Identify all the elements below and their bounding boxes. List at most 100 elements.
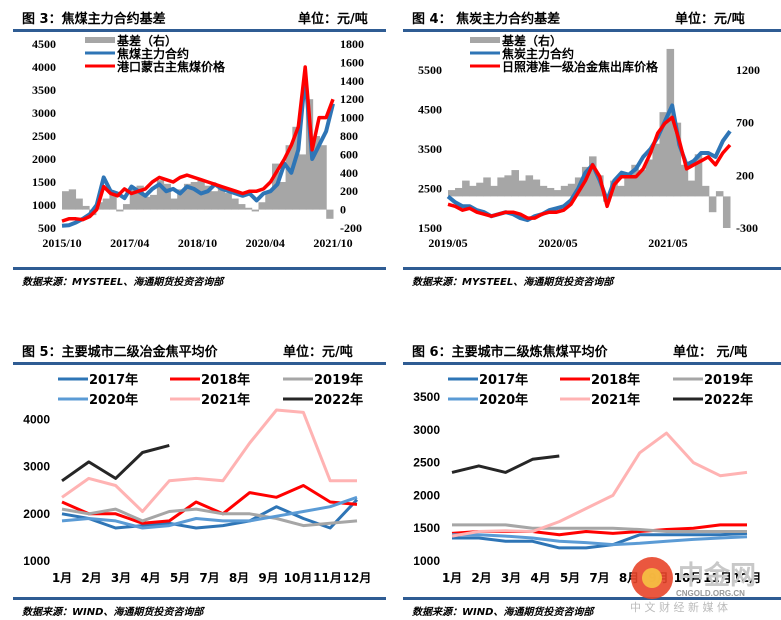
- basis-bar: [589, 156, 597, 197]
- legend-label: 2021年: [201, 392, 250, 408]
- basis-bar: [525, 175, 534, 197]
- basis-bar: [455, 187, 463, 197]
- basis-bar: [224, 193, 232, 210]
- basis-bar: [204, 185, 212, 210]
- watermark-brand: 中金网: [678, 560, 756, 591]
- legend-label: 2019年: [314, 372, 363, 388]
- basis-bar: [518, 180, 527, 197]
- basis-bar: [659, 112, 668, 197]
- chart-title: 图 5：主要城市二级冶金焦平均价: [22, 345, 218, 360]
- x-tick-label: 2017/04: [110, 236, 149, 250]
- y-left-tick-label: 2500: [418, 182, 442, 196]
- watermark: 中金网 CNGOLD.ORG.CN 中 文 财 经 新 媒 体: [630, 557, 756, 614]
- legend-label: 2019年: [704, 372, 753, 388]
- y-right-tick-label: 0: [340, 203, 346, 217]
- y-tick-label: 1500: [413, 521, 440, 535]
- legend-label: 日照港准一级冶金焦出库价格: [502, 59, 659, 74]
- basis-bar: [143, 196, 151, 210]
- y-left-tick-label: 2500: [32, 129, 56, 143]
- x-tick-label: 12月: [343, 571, 372, 585]
- source-rule: [13, 597, 386, 600]
- basis-bar: [701, 185, 710, 197]
- x-tick-label: 5月: [560, 571, 580, 585]
- chart-title: 图 3：焦煤主力合约基差: [22, 12, 166, 27]
- source-note: 数据来源：WIND、海通期货投资咨询部: [22, 607, 204, 618]
- legend-label: 2022年: [314, 392, 363, 408]
- basis-bar: [183, 183, 192, 210]
- x-tick-label: 2015/10: [42, 236, 81, 250]
- basis-bar: [560, 185, 569, 197]
- basis-bar: [62, 191, 70, 210]
- basis-bar: [319, 145, 327, 210]
- series-line-2019年: [452, 523, 747, 533]
- x-tick-label: 3月: [111, 571, 131, 585]
- legend-label: 2020年: [89, 392, 138, 408]
- basis-bar: [75, 198, 83, 210]
- basis-bar: [211, 191, 219, 210]
- title-rule: [13, 362, 386, 365]
- y-right-tick-label: 200: [340, 184, 358, 198]
- y-right-tick-label: 1200: [340, 92, 364, 106]
- chart-basis-coke: 1500 2500 3500 4500 5500 -300 200 700 1200 2019/0…: [418, 33, 760, 250]
- basis-bar: [122, 204, 131, 210]
- x-tick-label: 7月: [589, 571, 609, 585]
- x-tick-label: 2019/05: [428, 236, 467, 250]
- basis-bar: [129, 189, 138, 210]
- series-line-2020年: [452, 533, 748, 547]
- series-line-2018年: [61, 484, 358, 525]
- y-left-tick-label: 4000: [32, 60, 56, 74]
- y-left-tick-label: 5500: [418, 63, 442, 77]
- x-tick-label: 10月: [674, 571, 703, 585]
- legend-label: 港口蒙古主焦煤价格: [117, 59, 226, 74]
- series-line-2017年: [452, 531, 748, 550]
- chart-coke-city-avg: 1000 2000 3000 4000 1月 2月 3月 4月 5月 7月 8月 9月 10月 11月 12…: [23, 372, 372, 585]
- basis-bar: [539, 185, 548, 197]
- basis-bar: [624, 175, 632, 197]
- y-tick-label: 2000: [413, 488, 440, 502]
- basis-bar: [469, 185, 477, 197]
- legend-label: 焦炭主力合约: [501, 46, 574, 61]
- x-tick-label: 1月: [442, 571, 462, 585]
- basis-bar: [687, 180, 696, 197]
- basis-bar: [722, 196, 731, 228]
- y-right-tick-label: 800: [340, 129, 358, 143]
- y-right-tick-label: -300: [736, 221, 758, 235]
- series-line-blue: [61, 74, 335, 228]
- x-tick-label: 7月: [199, 571, 219, 585]
- basis-bar: [238, 204, 246, 210]
- basis-bar: [490, 185, 498, 197]
- basis-bar: [177, 189, 185, 210]
- basis-bar: [715, 191, 724, 197]
- basis-bar: [708, 196, 717, 213]
- chart-title: 图 6：主要城市二级炼焦煤平均价: [412, 345, 608, 360]
- basis-bar: [109, 193, 117, 210]
- x-tick-label: 8月: [229, 571, 249, 585]
- basis-bar: [190, 182, 198, 210]
- chart-coking-coal-city-avg: 1000150020002500300035001月2月3月4月5月7月8月9月…: [413, 372, 761, 585]
- legend-label: 基差（右）: [116, 33, 177, 48]
- y-left-tick-label: 2000: [32, 152, 56, 166]
- basis-bar: [68, 189, 77, 210]
- basis-bar: [82, 205, 90, 210]
- x-tick-label: 11月: [703, 571, 732, 585]
- y-right-tick-label: 700: [736, 116, 754, 130]
- basis-bar: [553, 190, 562, 197]
- unit-label: 单位：元/吨: [298, 12, 368, 27]
- title-rule: [13, 29, 386, 32]
- y-left-tick-label: 500: [38, 221, 56, 235]
- x-tick-label: 2020/05: [538, 236, 577, 250]
- title-rule: [403, 29, 781, 32]
- y-right-tick-label: 600: [340, 147, 358, 161]
- y-right-tick-label: 400: [340, 166, 358, 180]
- basis-bar: [163, 183, 171, 210]
- y-right-tick-label: 1000: [340, 111, 364, 125]
- y-left-tick-label: 1000: [32, 198, 56, 212]
- x-tick-label: 3月: [501, 571, 521, 585]
- y-right-tick-label: 1800: [340, 37, 364, 51]
- legend-label: 2020年: [479, 392, 528, 408]
- basis-bar: [666, 48, 675, 197]
- basis-bar: [156, 180, 165, 210]
- chart-basis-coking-coal: 500 1000 1500 2000 2500 3000 3500 4000 4500 -200 0…: [32, 33, 364, 250]
- x-tick-label: 10月: [284, 571, 313, 585]
- basis-bar: [638, 170, 646, 197]
